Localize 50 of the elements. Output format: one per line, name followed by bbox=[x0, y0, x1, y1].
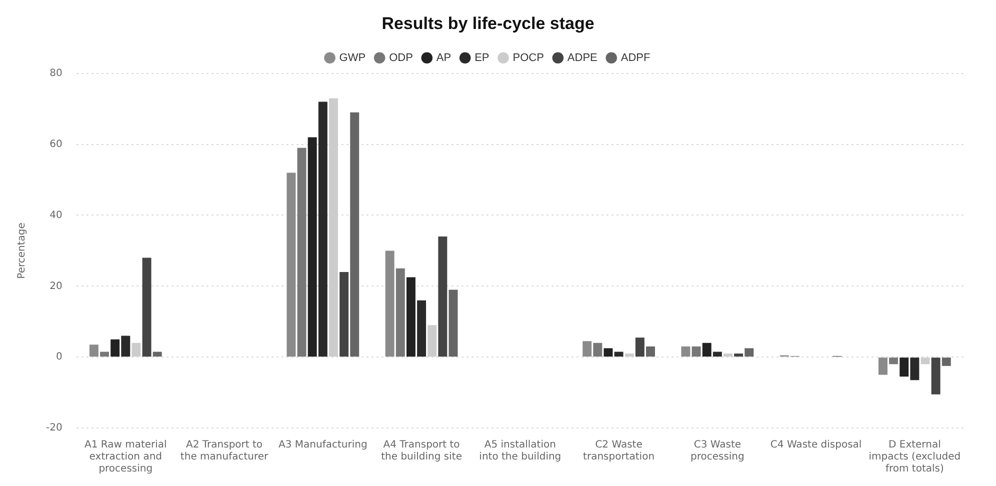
legend-label: ADPF bbox=[620, 52, 650, 64]
bar bbox=[744, 348, 754, 357]
bar bbox=[100, 352, 110, 357]
legend-label: POCP bbox=[512, 52, 544, 64]
legend-label: ADPE bbox=[567, 52, 598, 64]
x-tick-label: A4 Transport to the building site bbox=[381, 440, 462, 463]
bar bbox=[350, 112, 360, 357]
bar bbox=[89, 344, 98, 357]
bar bbox=[286, 172, 296, 357]
x-tick-label: D External impacts (excluded from totals) bbox=[868, 440, 961, 475]
bar bbox=[931, 358, 940, 394]
legend-label: AP bbox=[436, 52, 452, 64]
bar bbox=[385, 250, 394, 357]
y-tick-label: 40 bbox=[50, 210, 62, 221]
x-tick-label: C4 Waste disposal bbox=[770, 440, 862, 451]
bar bbox=[340, 272, 349, 357]
bar bbox=[692, 346, 701, 357]
legend-label: ODP bbox=[389, 52, 413, 64]
x-tick-label: A5 installation into the building bbox=[479, 440, 562, 463]
bar bbox=[646, 346, 655, 357]
x-tick-label: A2 Transport to the manufacturer bbox=[180, 440, 270, 463]
bar bbox=[942, 358, 951, 366]
legend-label: EP bbox=[474, 52, 490, 64]
bar bbox=[593, 342, 602, 357]
bar bbox=[681, 346, 690, 357]
bar bbox=[448, 290, 458, 357]
bar bbox=[152, 352, 162, 357]
x-tick-label: C3 Waste processing bbox=[690, 440, 744, 463]
x-tick-label: A3 Manufacturing bbox=[278, 440, 368, 451]
bar bbox=[878, 358, 888, 375]
legend-label: GWP bbox=[339, 52, 366, 64]
bar bbox=[297, 148, 306, 357]
bar bbox=[614, 352, 624, 357]
y-tick-label: 20 bbox=[50, 280, 62, 292]
bar bbox=[396, 268, 405, 357]
y-tick-label: -20 bbox=[46, 422, 62, 434]
y-tick-label: 0 bbox=[56, 352, 62, 363]
bar bbox=[604, 348, 613, 357]
bar bbox=[635, 338, 644, 357]
x-tick-label: C2 Waste transportation bbox=[583, 440, 655, 463]
chart-title: Results by life-cycle stage bbox=[382, 14, 594, 33]
y-tick-label: 60 bbox=[50, 138, 62, 150]
bar bbox=[734, 354, 744, 357]
x-tick-label: A1 Raw material extraction and processing bbox=[84, 440, 167, 475]
y-axis-title: Percentage bbox=[16, 222, 28, 279]
bar bbox=[582, 341, 592, 357]
y-tick-label: 80 bbox=[50, 68, 62, 79]
bar bbox=[142, 258, 152, 357]
bar bbox=[438, 236, 448, 357]
bar bbox=[889, 358, 898, 364]
